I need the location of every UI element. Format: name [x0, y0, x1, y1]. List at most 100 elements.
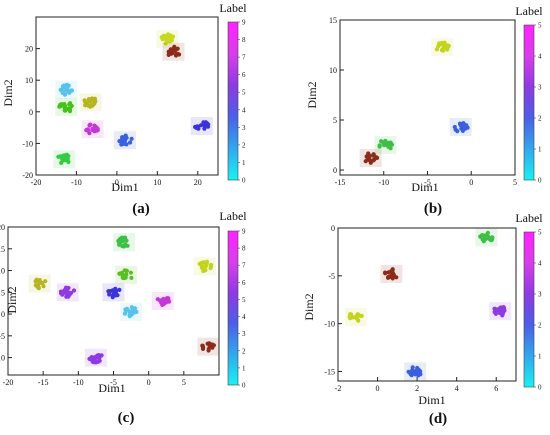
data-point	[58, 104, 63, 109]
data-point	[92, 97, 97, 102]
colorbar-tick-label: 2	[242, 347, 246, 355]
plot-frame	[337, 227, 517, 382]
x-tick-label: -10	[378, 178, 389, 187]
panel-label: (d)	[429, 411, 447, 427]
x-tick-label: -15	[38, 378, 49, 387]
x-tick-label: 10	[153, 178, 161, 187]
colorbar-tick-label: 3	[538, 84, 542, 92]
data-point	[461, 121, 466, 126]
data-point	[499, 311, 504, 316]
x-tick-label: -20	[3, 378, 14, 387]
colorbar	[227, 21, 239, 181]
cluster-label-8	[56, 283, 79, 302]
data-point	[354, 316, 359, 321]
data-point	[122, 141, 127, 146]
cluster-label-2	[113, 131, 136, 150]
data-point	[453, 127, 458, 132]
colorbar-tick-label: 0	[242, 382, 246, 390]
y-tick-label: -10	[324, 320, 335, 329]
data-point	[445, 43, 450, 48]
colorbar-tick-label: 5	[538, 229, 542, 237]
cluster-label-0	[53, 150, 76, 169]
data-point	[166, 49, 171, 54]
y-axis-label: Dim2	[305, 81, 319, 108]
colorbar-tick-label: 4	[242, 106, 246, 114]
data-point	[62, 105, 67, 110]
colorbar-tick-label: 7	[242, 262, 246, 270]
data-point	[96, 353, 101, 358]
data-point	[123, 310, 128, 315]
x-tick-label: 2	[415, 384, 419, 393]
data-point	[88, 122, 93, 127]
data-point	[67, 106, 72, 112]
y-tick-label: 5	[333, 116, 337, 125]
data-point	[68, 88, 73, 93]
data-point	[124, 268, 129, 273]
x-tick-label: -15	[335, 178, 346, 187]
cluster-label-6	[113, 233, 136, 252]
data-point	[386, 270, 391, 275]
panel-d: -2 0 2 4 6 -15 -10 -5 0 Dim1 Dim2 (d) Label 0 1 2 3 4 5	[302, 211, 543, 427]
x-tick-label: 4	[455, 384, 459, 393]
data-point	[123, 307, 128, 312]
y-tick-label: 0	[29, 108, 33, 117]
data-point	[200, 343, 205, 348]
colorbar-tick-label: 3	[242, 124, 246, 132]
cluster-label-4	[55, 80, 78, 99]
x-axis-label: Dim1	[98, 381, 125, 395]
data-point	[489, 237, 494, 242]
cluster-label-0	[380, 264, 403, 283]
data-point	[117, 239, 122, 244]
data-point	[460, 128, 465, 133]
colorbar-tick-label: 1	[242, 159, 246, 167]
data-point	[65, 156, 70, 162]
cluster-label-3	[475, 228, 498, 247]
colorbar-tick-label: 6	[242, 71, 246, 79]
colorbar-tick-label: 2	[242, 141, 246, 149]
cluster-label-0	[359, 149, 382, 167]
data-point	[165, 298, 170, 303]
data-point	[383, 270, 388, 275]
data-point	[208, 265, 213, 271]
data-point	[89, 355, 94, 360]
data-point	[200, 346, 206, 351]
colorbar-tick-label: 1	[538, 146, 542, 154]
x-axis-label: Dim1	[111, 180, 138, 194]
y-tick-label: -5	[328, 272, 335, 281]
data-point	[128, 270, 133, 275]
colorbar-tick-label: 9	[242, 19, 246, 27]
data-point	[69, 103, 74, 109]
y-tick-label: 15	[329, 16, 337, 25]
panel-a: -20 -10 0 10 20 -20 -10 0 10 20 Dim1 Dim2 (a) Label 0 1…	[1, 1, 247, 217]
data-point	[440, 48, 446, 53]
data-point	[71, 288, 77, 293]
data-point	[202, 126, 207, 131]
data-point	[371, 152, 376, 157]
data-point	[171, 46, 176, 51]
data-point	[379, 139, 384, 144]
cluster-label-0	[197, 337, 220, 356]
cluster-label-9	[162, 42, 185, 61]
data-point	[348, 313, 353, 318]
data-point	[122, 235, 128, 240]
x-axis-label: Dim1	[411, 180, 438, 194]
colorbar-tick-label: 4	[538, 260, 542, 268]
cluster-label-5	[489, 302, 512, 321]
colorbar-tick-label: 4	[242, 313, 246, 321]
colorbar-tick-label: 1	[242, 364, 246, 372]
colorbar	[227, 230, 239, 386]
data-point	[111, 289, 116, 294]
colorbar-tick-label: 5	[242, 296, 246, 304]
y-tick-label: 5	[1, 288, 5, 297]
colorbar	[523, 24, 535, 181]
cluster-label-2	[404, 362, 427, 381]
data-point	[120, 275, 125, 280]
data-point	[60, 155, 65, 160]
y-tick-label: 10	[25, 76, 33, 85]
data-point	[58, 87, 63, 92]
x-tick-label: 0	[469, 178, 473, 187]
y-axis-label: Dim2	[1, 79, 15, 106]
data-point	[37, 281, 42, 286]
x-axis-label: Dim1	[418, 393, 445, 407]
cluster-label-4	[431, 38, 454, 56]
